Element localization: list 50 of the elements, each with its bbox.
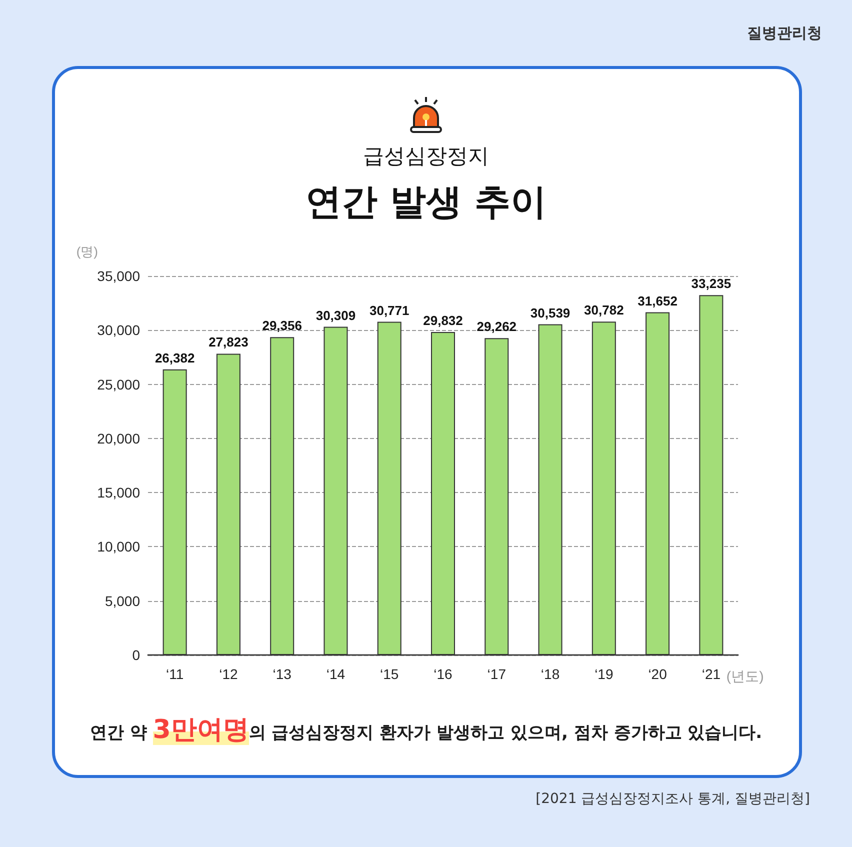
chart-title: 연간 발생 추이 [304,181,548,225]
bar [216,354,240,655]
bar [324,326,348,655]
y-tick-label: 35,000 [97,268,140,284]
y-axis-title: (명) [76,244,98,259]
y-tick-label: 30,000 [97,322,140,338]
text: 연간 약 [90,723,148,743]
data-label: 29,832 [423,312,463,328]
data-label: 27,823 [208,334,248,350]
bar [592,322,616,655]
data-label: 30,771 [369,302,410,318]
bar [270,337,294,655]
bar [431,332,455,655]
x-axis-title: (년도) [726,668,764,684]
y-tick-label: 5,000 [104,592,140,609]
x-tick-label: ‘18 [540,666,560,682]
x-tick-label: ‘19 [594,666,614,682]
bar [162,369,187,655]
bar [699,295,724,655]
y-tick-label: 15,000 [97,484,140,501]
text: 의 급성심장정지 환자가 발생하고 있으며, 점차 증가하고 있습니다. [248,723,762,743]
text: 3만여명 [152,715,249,745]
data-label: 29,356 [262,318,302,334]
y-tick-label: 10,000 [97,538,140,555]
x-tick-label: ‘13 [272,666,292,682]
bar [646,312,670,655]
text: 질병관리청 [747,24,822,43]
x-tick-label: ‘21 [702,666,721,682]
x-tick-label: ‘16 [434,666,453,682]
bar [484,338,509,655]
y-tick-label: 20,000 [97,430,140,446]
data-label: 33,235 [691,276,732,292]
data-label: 30,309 [316,308,356,323]
data-label: 26,382 [154,350,195,366]
chart-subtitle: 급성심장정지 [362,143,490,170]
data-label: 30,539 [530,305,570,320]
bar [377,322,402,655]
y-tick-label: 0 [132,647,140,663]
x-tick-label: ‘17 [487,666,506,682]
x-tick-label: ‘15 [380,666,399,682]
y-tick-label: 25,000 [97,376,140,392]
x-tick-label: ‘11 [166,666,184,682]
data-label: 29,262 [476,319,517,334]
text: [2021 급성심장정지조사 통계, 질병관리청] [536,790,810,808]
data-label: 30,782 [584,302,624,318]
bar [538,324,562,655]
x-tick-label: ‘20 [648,666,668,682]
data-label: 31,652 [638,293,678,308]
x-tick-label: ‘12 [219,666,238,682]
x-tick-label: ‘14 [326,666,346,682]
